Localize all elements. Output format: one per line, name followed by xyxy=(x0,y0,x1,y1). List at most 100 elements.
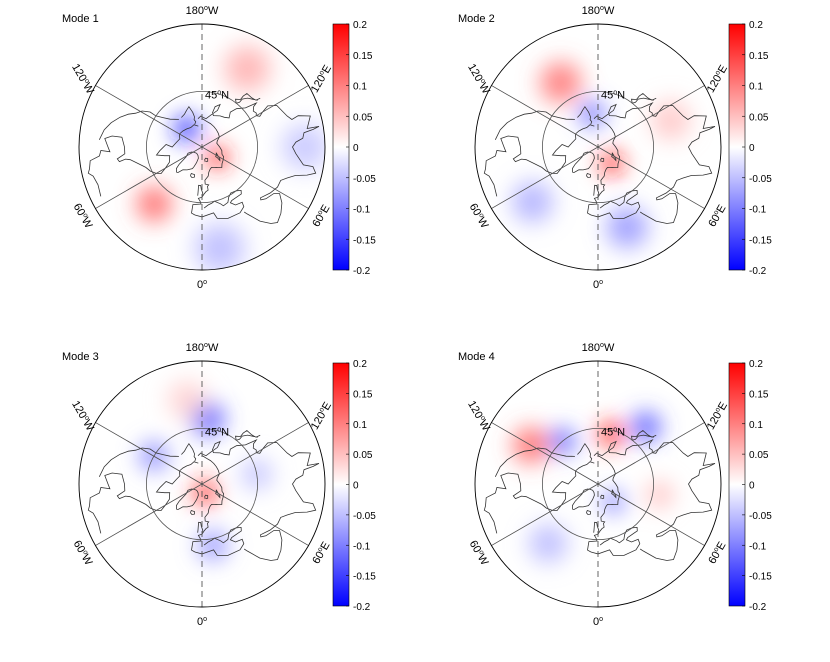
colorbar-tick-label: 0.05 xyxy=(353,112,373,123)
longitude-label: 120oE xyxy=(705,63,730,95)
anomaly-blob xyxy=(532,54,590,111)
longitude-label: 180oW xyxy=(186,342,219,354)
coastline xyxy=(194,526,245,556)
coastline xyxy=(593,521,600,534)
anomaly-blob xyxy=(504,173,561,231)
latitude-circle-45n xyxy=(542,91,655,203)
longitude-label: 120oW xyxy=(465,399,492,434)
coastlines xyxy=(483,429,716,561)
anomaly-blob xyxy=(215,37,279,101)
map-panel-1: Mode 145oN180oW120oE60oE0o60oW120oW0.20.… xyxy=(62,5,376,291)
map-panel-3: Mode 345oN180oW120oE60oE0o60oW120oW0.20.… xyxy=(62,342,376,628)
coastline xyxy=(204,157,209,163)
latitude-circle-45n xyxy=(145,91,258,203)
coastline xyxy=(87,461,199,534)
coastline xyxy=(197,438,320,561)
colorbar-tick-label: 0 xyxy=(749,143,755,154)
colorbar-tick-label: 0.1 xyxy=(353,82,367,93)
anomaly-blob xyxy=(187,475,223,511)
longitude-label: 60oE xyxy=(310,203,332,229)
longitude-label: 60oE xyxy=(706,203,728,229)
coastline xyxy=(631,429,657,441)
coastline xyxy=(590,189,641,219)
map-panel-4: Mode 445oN180oW120oE60oE0o60oW120oW0.20.… xyxy=(458,342,772,628)
coastline xyxy=(600,157,605,163)
longitude-label: 180oW xyxy=(582,5,615,17)
anomaly-field xyxy=(504,54,698,256)
coastline xyxy=(197,101,320,224)
colorbar: 0.2 0.15 0.1 0.05 0 -0.05 -0.1 -0.15 -0.2 xyxy=(332,359,376,613)
coastline xyxy=(483,124,595,197)
anomaly-blob xyxy=(595,146,629,180)
map-boundary xyxy=(78,360,326,608)
longitude-label: 120oW xyxy=(465,62,492,97)
colorbar-tick-label: -0.2 xyxy=(353,266,371,277)
colorbar-tick-label: 0.05 xyxy=(749,450,769,461)
colorbar-tick-label: -0.05 xyxy=(353,174,376,185)
colorbar: 0.2 0.15 0.1 0.05 0 -0.05 -0.1 -0.15 -0.2 xyxy=(728,359,772,613)
longitude-label: 60oW xyxy=(71,202,95,232)
anomaly-blob xyxy=(624,405,667,449)
longitude-label: 0o xyxy=(197,279,207,291)
map-boundary xyxy=(78,23,326,271)
coastline xyxy=(194,189,245,219)
coastline xyxy=(590,526,641,556)
latitude-label: 45oN xyxy=(601,426,625,438)
anomaly-blob xyxy=(639,475,680,515)
colorbar-tick-label: -0.05 xyxy=(749,511,772,522)
coastline xyxy=(175,151,199,173)
colorbar-tick-label: 0.2 xyxy=(353,359,367,370)
coastline xyxy=(494,447,575,477)
coastline xyxy=(593,184,600,197)
colorbar-tick-label: -0.2 xyxy=(749,602,767,613)
colorbar-tick-label: -0.05 xyxy=(353,511,376,522)
colorbar-tick-label: -0.15 xyxy=(353,235,376,246)
colorbar-tick-label: 0.2 xyxy=(353,20,367,31)
longitude-label: 0o xyxy=(593,279,603,291)
coastline xyxy=(204,494,209,500)
longitude-label: 60oW xyxy=(467,202,491,232)
colorbar-tick-label: 0.15 xyxy=(353,389,373,400)
coastline xyxy=(600,494,605,500)
colorbar-tick-label: -0.15 xyxy=(749,235,772,246)
colorbar-tick-label: -0.1 xyxy=(353,541,371,552)
coastline xyxy=(586,173,592,179)
longitude-label: 0o xyxy=(197,616,207,628)
latitude-label: 45oN xyxy=(205,426,229,438)
colorbar-tick-label: 0.1 xyxy=(353,420,367,431)
colorbar-tick-label: 0.1 xyxy=(749,420,763,431)
longitude-label: 120oW xyxy=(69,399,96,434)
colorbar-tick-label: 0.1 xyxy=(749,82,763,93)
colorbar-tick-label: -0.15 xyxy=(353,572,376,583)
map-disk xyxy=(79,24,325,270)
colorbar-tick-label: 0.05 xyxy=(353,450,373,461)
colorbar-tick-label: 0 xyxy=(353,143,359,154)
map-boundary xyxy=(474,360,722,608)
colorbar-tick-label: 0.2 xyxy=(749,20,763,31)
anomaly-blob xyxy=(521,516,576,571)
anomaly-blob xyxy=(272,114,325,180)
coastline xyxy=(577,442,593,462)
colorbar-tick-label: -0.1 xyxy=(749,541,767,552)
anomaly-blob xyxy=(185,214,255,270)
anomaly-field xyxy=(129,37,325,270)
coastline xyxy=(494,110,575,140)
colorbar-tick-label: 0.15 xyxy=(353,51,373,62)
coastline xyxy=(586,510,592,516)
panel-title: Mode 3 xyxy=(62,351,99,363)
longitude-label: 120oE xyxy=(309,63,334,95)
colorbar-tick-label: 0 xyxy=(749,481,755,492)
coastline xyxy=(483,461,595,534)
longitude-label: 60oW xyxy=(467,539,491,569)
coastline xyxy=(593,101,716,224)
panel-title: Mode 1 xyxy=(62,13,99,25)
coastline xyxy=(571,151,595,173)
colorbar-tick-label: -0.2 xyxy=(353,602,371,613)
coastline xyxy=(571,488,595,510)
coastline xyxy=(98,110,179,140)
colorbar-tick-label: 0.15 xyxy=(749,51,769,62)
anomaly-blob xyxy=(598,198,656,256)
longitude-label: 120oE xyxy=(309,400,334,432)
